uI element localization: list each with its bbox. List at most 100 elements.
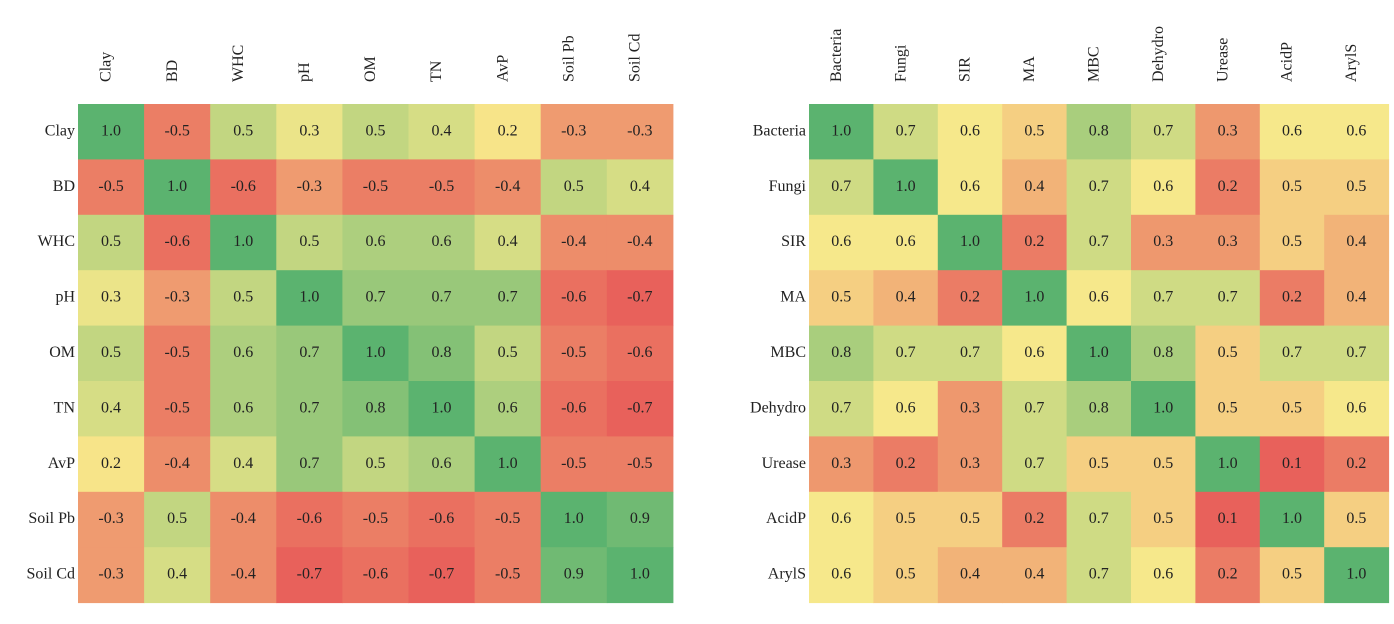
cell-label: 0.8	[432, 344, 452, 361]
cell-label: 0.5	[1024, 122, 1044, 139]
heatmap-cell	[606, 325, 674, 382]
cell-label: -0.4	[627, 233, 652, 250]
cell-label: 1.0	[630, 566, 650, 583]
cell-label: 0.3	[1153, 233, 1173, 250]
cell-label: 0.2	[960, 289, 980, 306]
cell-label: 0.2	[1218, 178, 1238, 195]
cell-label: -0.5	[495, 566, 520, 583]
cell-label: 0.5	[1218, 344, 1238, 361]
heatmap-cell	[78, 325, 145, 382]
heatmap-cell	[144, 491, 211, 548]
heatmap-cell	[474, 491, 542, 548]
heatmap-cell	[474, 270, 542, 327]
cell-label: 0.5	[960, 510, 980, 527]
heatmap-cell	[210, 214, 277, 271]
cell-label: 0.5	[1153, 510, 1173, 527]
heatmap-cell	[342, 270, 409, 327]
heatmap-cell	[1066, 381, 1132, 437]
cell-label: 0.5	[1153, 455, 1173, 472]
heatmap-cell	[873, 104, 939, 160]
cell-label: 0.7	[1024, 455, 1044, 472]
cell-label: 0.7	[1218, 289, 1238, 306]
heatmap-cell	[809, 436, 874, 493]
cell-label: -0.6	[297, 510, 322, 527]
heatmap-cell	[474, 104, 542, 160]
heatmap-cell	[276, 325, 343, 382]
cell-label: 0.8	[1089, 122, 1109, 139]
cell-label: 0.7	[1089, 233, 1109, 250]
heatmap-cell	[408, 270, 476, 327]
heatmap-cell	[540, 491, 608, 548]
heatmap-cell	[1131, 491, 1196, 548]
cell-label: -0.3	[561, 122, 586, 139]
heatmap-cell	[540, 159, 608, 216]
heatmap-cell	[1002, 547, 1068, 604]
cell-label: 0.5	[1282, 566, 1302, 583]
heatmap-cell	[873, 381, 939, 437]
heatmap-cell	[78, 159, 145, 216]
heatmap-cell	[809, 270, 874, 327]
heatmap-cell	[1259, 270, 1325, 327]
heatmap-cell	[276, 491, 343, 548]
cell-label: 0.7	[1089, 510, 1109, 527]
column-label: Clay	[98, 52, 115, 82]
heatmap-cell	[937, 325, 1003, 382]
heatmap-cell	[210, 436, 277, 493]
column-label: pH	[296, 62, 313, 82]
heatmap-cell	[276, 381, 343, 437]
cell-label: 0.8	[1089, 399, 1109, 416]
cell-label: -0.3	[98, 566, 123, 583]
heatmap-cell	[873, 436, 939, 493]
heatmap-cell	[540, 214, 608, 271]
column-label: AvP	[494, 55, 511, 82]
row-label: ArylS	[768, 566, 806, 583]
cell-label: -0.7	[297, 566, 322, 583]
heatmap-cell	[144, 270, 211, 327]
cell-label: 0.3	[101, 289, 121, 306]
cell-label: -0.4	[164, 455, 189, 472]
heatmap-cell	[210, 104, 277, 160]
cell-label: 0.1	[1218, 510, 1238, 527]
cell-label: 0.4	[630, 178, 650, 195]
cell-label: -0.4	[231, 510, 256, 527]
heatmap-cell	[276, 159, 343, 216]
cell-label: 0.2	[1024, 510, 1044, 527]
cell-label: 1.0	[432, 399, 452, 416]
cell-label: 0.5	[101, 233, 121, 250]
cell-label: 0.2	[896, 455, 916, 472]
column-label: TN	[428, 60, 445, 82]
row-label: AvP	[48, 455, 75, 472]
heatmap-cell	[342, 325, 409, 382]
column-label: Soil Cd	[627, 34, 644, 82]
heatmap-cell	[144, 159, 211, 216]
heatmap-cell	[1324, 104, 1390, 160]
cell-label: 0.5	[1346, 510, 1366, 527]
cell-label: 0.9	[630, 510, 650, 527]
cell-label: 0.5	[365, 122, 385, 139]
cell-label: 0.6	[498, 399, 518, 416]
cell-label: 0.3	[1218, 122, 1238, 139]
heatmap-cell	[78, 270, 145, 327]
heatmap-cell	[342, 381, 409, 437]
cell-label: 0.5	[233, 122, 253, 139]
cell-label: 1.0	[1089, 344, 1109, 361]
cell-label: 0.6	[365, 233, 385, 250]
heatmap-cell	[1002, 159, 1068, 216]
row-label: MBC	[770, 344, 806, 361]
heatmap-cell	[1131, 381, 1196, 437]
heatmap-cell	[408, 104, 476, 160]
row-label: SIR	[781, 233, 806, 250]
cell-label: 0.5	[101, 344, 121, 361]
heatmap-cell	[1066, 214, 1132, 271]
heatmap-cell	[1131, 325, 1196, 382]
cell-label: 0.7	[896, 344, 916, 361]
cell-label: 0.7	[1024, 399, 1044, 416]
heatmap-cell	[1195, 436, 1261, 493]
heatmap-cell	[1066, 270, 1132, 327]
heatmap-cell	[144, 547, 211, 604]
heatmap-cell	[474, 381, 542, 437]
heatmap-cell	[1195, 325, 1261, 382]
heatmap-cell	[78, 436, 145, 493]
heatmap-cell	[937, 436, 1003, 493]
